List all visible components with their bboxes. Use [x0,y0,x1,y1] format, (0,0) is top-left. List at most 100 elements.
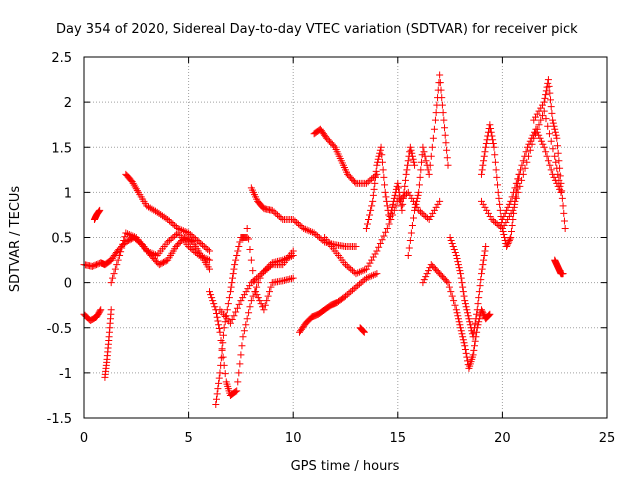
data-point [245,309,253,317]
data-point [454,258,462,266]
data-point [434,200,442,208]
data-point [516,182,524,190]
data-point [471,337,479,345]
data-point [401,176,409,184]
data-point [457,324,465,332]
series-trace-b [80,306,105,325]
data-point [550,173,558,181]
data-point [258,270,266,278]
data-point [169,220,177,228]
data-point [480,310,488,318]
data-point [206,256,214,264]
data-point [480,157,488,165]
data-point [130,181,138,189]
data-point [243,234,251,241]
data-point [113,261,121,269]
data-point [416,173,424,181]
data-point [540,98,548,106]
data-point [406,237,414,245]
data-point [413,197,421,205]
data-point [210,300,218,308]
data-point [458,279,466,287]
data-point [192,235,200,243]
series-trace-g [206,247,297,399]
data-point [219,331,227,339]
data-point [473,306,481,314]
data-point [261,266,269,274]
data-point [270,208,278,216]
data-point [471,342,479,350]
data-point [310,229,318,237]
data-point [413,194,421,202]
data-point [111,265,119,273]
data-point [289,215,297,223]
data-point [505,238,513,246]
data-point [197,252,205,260]
data-point [553,142,561,150]
data-point [202,255,210,263]
data-point [215,325,223,333]
data-point [379,166,387,174]
data-point [481,148,489,156]
data-point [524,143,532,151]
data-point [401,182,409,190]
data-point [369,191,377,199]
data-point [447,288,455,296]
data-point [272,209,280,217]
data-point [560,217,568,225]
data-point [514,175,522,183]
data-point [224,300,232,308]
data-point [549,116,557,124]
data-point [264,292,272,300]
data-point [447,237,455,245]
data-point [234,247,242,255]
data-point [107,279,115,287]
data-point [232,308,240,316]
data-point [475,294,483,302]
data-point [455,264,463,272]
series-trace-w [530,76,569,232]
data-point [556,164,564,172]
data-point [251,276,259,284]
data-point [213,390,221,398]
data-point [544,79,552,87]
data-point [498,215,506,223]
data-point [239,333,247,341]
data-point [517,166,525,174]
x-axis-label: GPS time / hours [291,459,400,474]
data-point [186,244,194,252]
data-point [110,270,118,278]
x-tick-label: 25 [599,431,616,446]
data-point [371,250,379,258]
data-point [495,194,503,202]
data-point [287,252,295,260]
data-point [208,294,216,302]
data-point [420,211,428,219]
data-point [460,339,468,347]
data-point [496,200,504,208]
data-point [174,224,182,232]
data-point [374,155,382,163]
data-point [535,131,543,139]
data-point [443,277,451,285]
data-point [360,328,368,336]
data-point [550,122,558,130]
data-point [348,286,356,294]
data-point [544,76,552,84]
data-point [239,294,247,302]
data-point [362,265,370,273]
data-point [217,354,225,362]
data-point [557,188,565,196]
data-point [368,272,376,280]
data-point [430,125,438,133]
data-point [342,261,349,269]
data-point [240,327,248,335]
data-point [365,215,373,223]
data-point [559,270,567,278]
data-point [231,261,239,269]
data-point [367,206,375,214]
data-point [409,155,417,163]
data-point [429,134,437,142]
data-point [427,212,435,220]
